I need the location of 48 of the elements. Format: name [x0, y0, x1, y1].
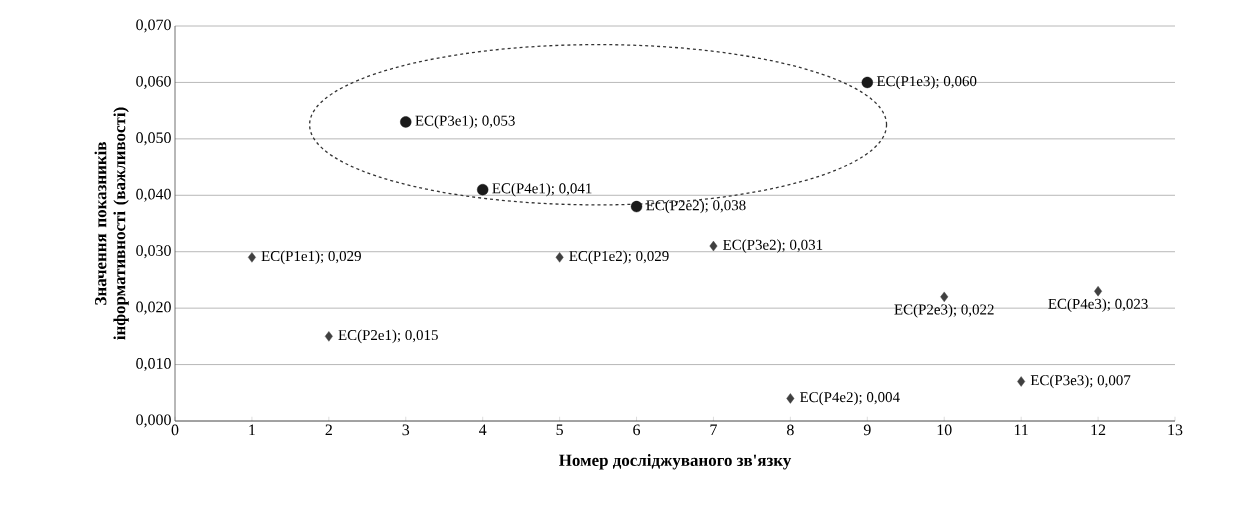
x-tick-label: 13 — [1168, 424, 1183, 436]
y-tick-label: 0,040 — [136, 188, 171, 202]
point — [940, 291, 949, 303]
point — [247, 252, 256, 263]
point — [630, 200, 643, 213]
x-tick-label: 1 — [249, 424, 255, 436]
data-label: EC(P4e3); 0,023 — [1048, 298, 1148, 312]
point — [709, 240, 718, 252]
data-label: EC(P2e3); 0,022 — [894, 304, 994, 318]
data-label: EC(P2e1); 0,015 — [338, 329, 438, 344]
data-label: EC(P4e1); 0,041 — [492, 182, 592, 197]
x-tick-label: 8 — [787, 424, 794, 436]
data-label: EC(P3e2); 0,031 — [723, 239, 823, 253]
y-tick-label: 0,020 — [136, 301, 171, 315]
x-tick-label: 3 — [402, 424, 410, 436]
x-tick-label: 7 — [710, 424, 717, 435]
point — [477, 183, 489, 196]
point — [555, 252, 564, 263]
x-tick-label: 2 — [325, 424, 332, 436]
point — [324, 331, 333, 342]
data-label: EC(P1e1); 0,029 — [261, 250, 361, 265]
point — [400, 116, 412, 128]
x-tick-label: 12 — [1091, 424, 1106, 436]
point — [1094, 286, 1103, 297]
y-tick-label: 0,030 — [136, 245, 171, 259]
data-label: EC(P2e2); 0,038 — [646, 199, 746, 214]
data-label: EC(P3e3); 0,007 — [1030, 374, 1131, 389]
x-tick-label: 0 — [171, 424, 179, 436]
data-label: EC(P3e1); 0,053 — [415, 115, 515, 129]
y-tick-label: 0,050 — [136, 132, 171, 146]
data-label: EC(P4e2); 0,004 — [799, 391, 900, 406]
x-tick-label: 5 — [556, 424, 563, 436]
data-label: EC(P1e3); 0,060 — [876, 75, 977, 90]
x-tick-label: 11 — [1014, 424, 1028, 436]
x-tick-label: 10 — [937, 424, 952, 436]
x-tick-label: 9 — [863, 424, 871, 436]
point — [861, 76, 873, 89]
y-tick-label: 0,010 — [136, 358, 171, 372]
x-axis-title: Номер досліджуваного зв'язку — [559, 454, 792, 470]
y-tick-label: 0,070 — [136, 19, 171, 33]
point — [1017, 376, 1026, 387]
data-label: EC(P1e2); 0,029 — [569, 250, 669, 265]
y-axis-title: Значення показників інформативності (важливості) — [94, 107, 129, 340]
point — [786, 393, 795, 404]
y-tick-label: 0,000 — [136, 414, 171, 428]
x-tick-label: 4 — [479, 424, 487, 436]
x-tick-label: 6 — [633, 424, 641, 436]
y-tick-label: 0,060 — [136, 75, 171, 89]
